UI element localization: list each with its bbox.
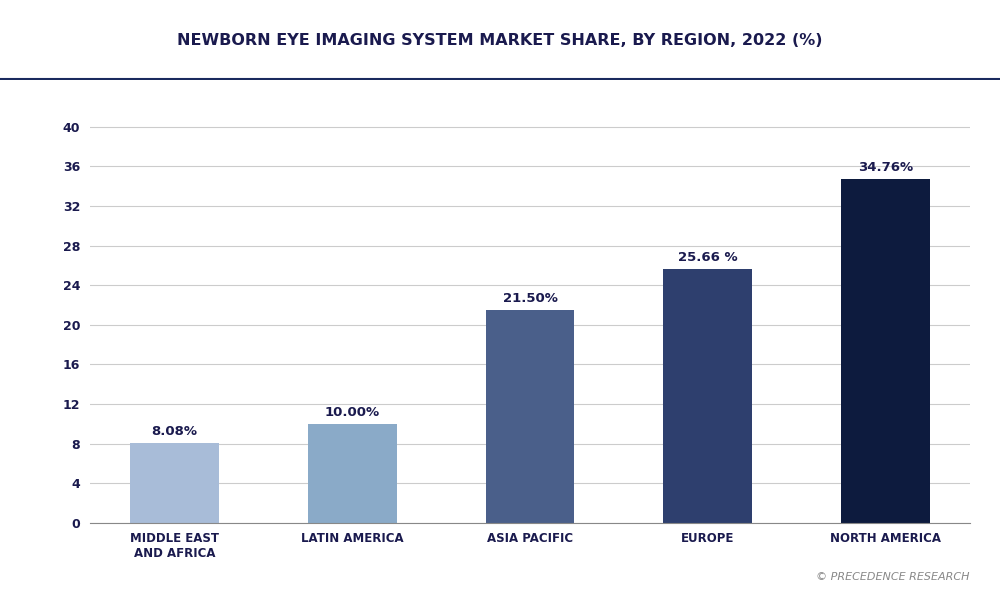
Bar (663, 268, 752, 523)
Polygon shape (0, 0, 140, 80)
Text: 34.76%: 34.76% (858, 160, 913, 173)
Text: 21.50%: 21.50% (503, 292, 557, 305)
Bar (130, 443, 219, 523)
Polygon shape (860, 0, 1000, 80)
Bar (486, 310, 574, 523)
Text: 25.66 %: 25.66 % (678, 251, 738, 264)
Bar (308, 424, 397, 523)
Text: 8.08%: 8.08% (151, 425, 197, 438)
Text: NEWBORN EYE IMAGING SYSTEM MARKET SHARE, BY REGION, 2022 (%): NEWBORN EYE IMAGING SYSTEM MARKET SHARE,… (177, 33, 823, 48)
Bar (841, 179, 930, 523)
Text: 10.00%: 10.00% (325, 406, 380, 419)
Text: © PRECEDENCE RESEARCH: © PRECEDENCE RESEARCH (816, 572, 970, 582)
